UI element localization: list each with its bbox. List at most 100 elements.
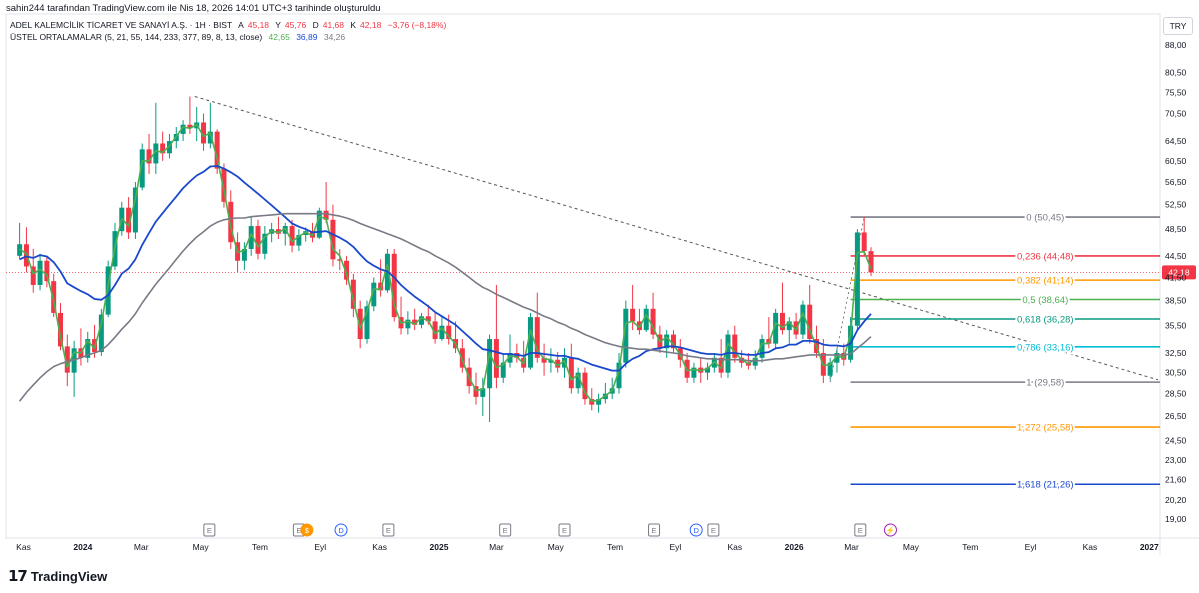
candle-body: [732, 334, 738, 358]
candle-body: [705, 367, 711, 373]
y-tick-label: 28,50: [1165, 389, 1187, 399]
candle-body: [98, 314, 104, 353]
candle-body: [350, 279, 356, 309]
dividend-event-icon: [300, 523, 314, 537]
y-tick-label: 32,50: [1165, 348, 1187, 358]
earnings-event-label: E: [386, 526, 391, 535]
candle-body: [868, 251, 874, 273]
ema-value-2: 36,89: [296, 32, 318, 42]
candle-body: [241, 248, 247, 261]
candle-body: [248, 226, 254, 249]
candle-body: [405, 319, 411, 329]
candle-body: [64, 346, 70, 373]
x-tick-label: Kas: [372, 542, 387, 552]
candle-body: [446, 325, 452, 340]
candle-body: [425, 316, 431, 322]
currency-button[interactable]: TRY: [1163, 17, 1193, 35]
x-tick-label: Eyl: [314, 542, 326, 552]
symbol-legend: ADEL KALEMCİLİK TİCARET VE SANAYİ A.Ş. ·…: [10, 20, 450, 30]
candle-body: [57, 312, 63, 347]
candle-body: [344, 260, 350, 280]
candle-body: [371, 282, 377, 307]
earnings-event-label: E: [711, 526, 716, 535]
candle-body: [786, 321, 792, 331]
x-tick-label: Eyl: [670, 542, 682, 552]
tradingview-logo: 17 TradingView: [8, 567, 107, 585]
candle-body: [412, 319, 418, 325]
fib-level-label: 0,786 (33,16): [1017, 342, 1074, 353]
earnings-event-label: E: [652, 526, 657, 535]
fib-level-label: 0,382 (41,14): [1017, 276, 1074, 287]
split-event-icon: [334, 523, 348, 537]
candle-body: [507, 353, 513, 363]
ema-legend: ÜSTEL ORTALAMALAR (5, 21, 55, 144, 233, …: [10, 32, 349, 42]
candle-body: [834, 353, 840, 363]
open-label: A: [238, 20, 244, 30]
y-tick-label: 19,00: [1165, 514, 1187, 524]
y-tick-label: 26,50: [1165, 411, 1187, 421]
candle-body: [487, 339, 493, 389]
y-tick-label: 75,50: [1165, 87, 1187, 97]
candle-body: [439, 325, 445, 340]
fib-level-label: 0,236 (44,48): [1017, 251, 1074, 262]
fib-level-label: 1,272 (25,58): [1017, 423, 1074, 434]
candle-body: [718, 357, 724, 373]
x-tick-label: Kas: [1083, 542, 1098, 552]
candle-body: [527, 317, 533, 368]
ema-line: [19, 123, 872, 403]
ema-title[interactable]: ÜSTEL ORTALAMALAR (5, 21, 55, 144, 233, …: [10, 32, 263, 42]
candle-body: [854, 232, 860, 326]
candle-body: [132, 187, 138, 233]
candle-body: [650, 308, 656, 335]
x-tick-label: Kas: [727, 542, 742, 552]
x-tick-label: Kas: [16, 542, 31, 552]
candle-body: [323, 210, 329, 220]
x-tick-label: Tem: [607, 542, 623, 552]
y-tick-label: 44,50: [1165, 251, 1187, 261]
x-tick-label: 2024: [73, 542, 92, 552]
candle-body: [391, 253, 397, 318]
x-tick-label: Tem: [252, 542, 268, 552]
candle-body: [30, 266, 36, 285]
candle-body: [126, 207, 132, 233]
candle-body: [800, 304, 806, 335]
x-tick-label: May: [903, 542, 920, 552]
split-event-label: D: [693, 526, 699, 535]
candle-body: [139, 149, 145, 188]
candle-body: [214, 131, 220, 169]
candle-body: [596, 399, 602, 405]
candle-body: [773, 312, 779, 344]
y-tick-label: 35,50: [1165, 321, 1187, 331]
candle-body: [180, 124, 186, 134]
plot-frame: [5, 13, 1161, 539]
candle-body: [670, 334, 676, 349]
fib-level-label: 0,618 (36,28): [1017, 314, 1074, 325]
candle-body: [105, 266, 111, 315]
candle-body: [296, 235, 302, 246]
candle-body: [616, 362, 622, 389]
symbol-name[interactable]: ADEL KALEMCİLİK TİCARET VE SANAYİ A.Ş. ·…: [10, 20, 233, 30]
candle-body: [85, 339, 91, 358]
fib-level-label: 0 (50,45): [1026, 213, 1064, 224]
candle-body: [582, 372, 588, 400]
last-price-label: 42,18: [1168, 267, 1190, 277]
attribution-text: sahin244 tarafından TradingView.com ile …: [6, 3, 381, 14]
x-tick-label: Mar: [134, 542, 149, 552]
y-tick-label: 24,50: [1165, 435, 1187, 445]
candle-body: [166, 141, 172, 154]
last-price-badge: [1162, 265, 1196, 280]
candle-body: [221, 168, 227, 202]
open-value: 45,18: [247, 20, 270, 30]
candle-body: [364, 306, 370, 340]
high-label: Y: [275, 20, 281, 30]
ema-line: [19, 165, 872, 372]
candle-body: [807, 304, 813, 340]
y-tick-label: 64,50: [1165, 136, 1187, 146]
earnings-event-icon: [499, 523, 512, 537]
y-tick-label: 23,00: [1165, 455, 1187, 465]
high-value: 45,76: [284, 20, 307, 30]
x-tick-label: Mar: [489, 542, 504, 552]
tradingview-logo-icon: 17: [8, 567, 28, 585]
